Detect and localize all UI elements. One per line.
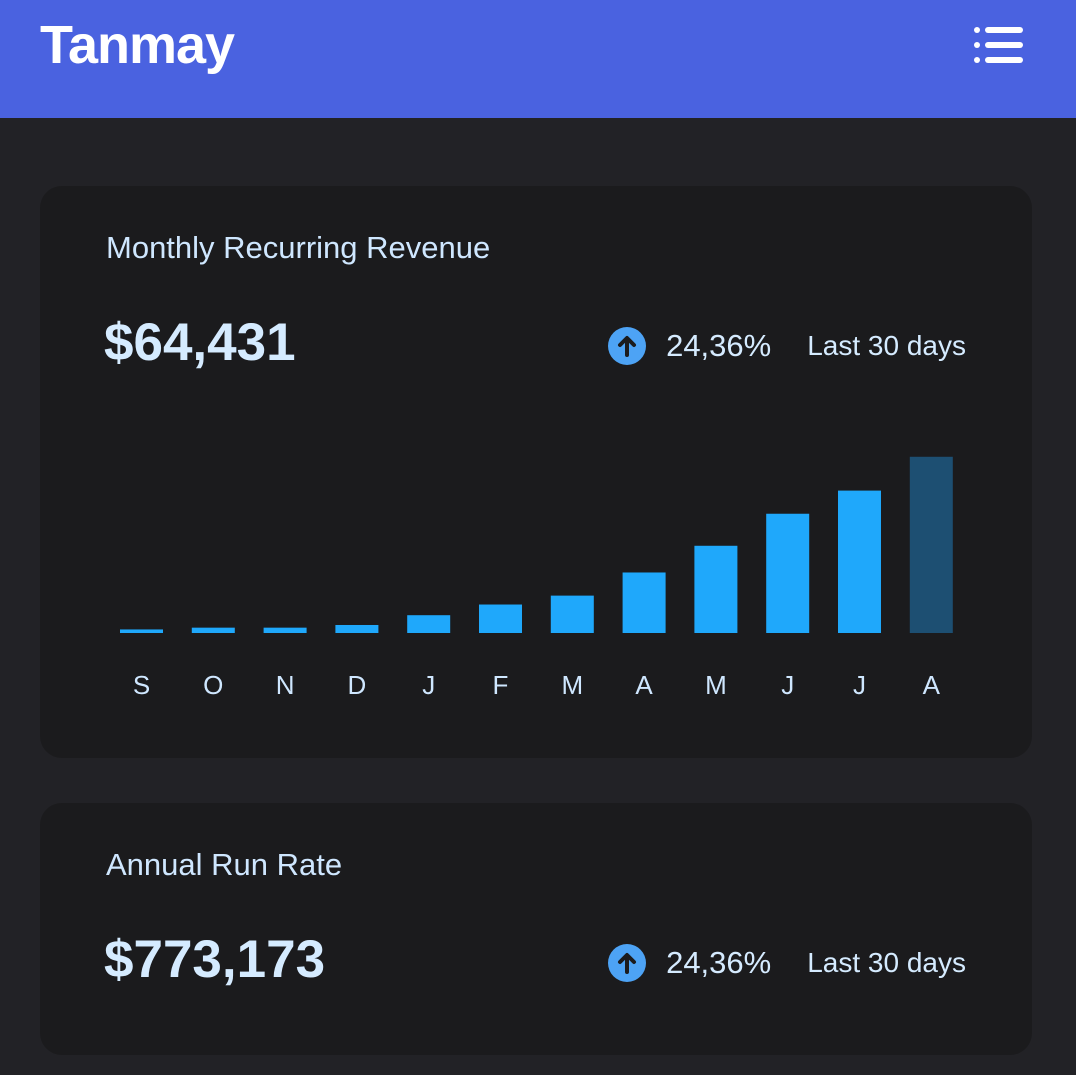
- chart-xtick-2: N: [276, 670, 295, 700]
- mrr-title: Monthly Recurring Revenue: [106, 230, 491, 265]
- chart-xtick-5: F: [493, 670, 509, 700]
- list-menu-icon: [974, 27, 1023, 63]
- arr-change: 24,36%: [666, 945, 772, 980]
- chart-bar-6: [550, 595, 594, 633]
- chart-xtick-10: J: [853, 670, 866, 700]
- brand-title: Tanmay: [40, 15, 235, 75]
- chart-xtick-6: M: [561, 670, 583, 700]
- chart-bar-3: [335, 624, 379, 633]
- arr-title: Annual Run Rate: [106, 847, 343, 882]
- arrow-up-circle-icon: [608, 327, 647, 365]
- chart-bar-5: [479, 604, 522, 633]
- chart-bar-0: [120, 629, 163, 633]
- arr-period: Last 30 days: [807, 947, 966, 978]
- arr-card: Annual Run Rate $773,173 24,36% Last 30 …: [40, 803, 1032, 1055]
- chart-xtick-3: D: [348, 670, 367, 700]
- mrr-trend: 24,36% Last 30 days: [608, 326, 966, 366]
- chart-xtick-8: M: [705, 670, 727, 700]
- chart-bar-9: [766, 513, 810, 633]
- arrow-up-circle-icon: [608, 944, 647, 982]
- mrr-change: 24,36%: [666, 328, 772, 363]
- chart-xtick-1: O: [203, 670, 223, 700]
- chart-bar-4: [407, 615, 451, 633]
- chart-xtick-4: J: [422, 670, 435, 700]
- chart-bar-2: [263, 627, 307, 633]
- mrr-card: Monthly Recurring Revenue $64,431 24,36%…: [40, 186, 1032, 758]
- chart-bar-10: [838, 490, 881, 633]
- arr-trend: 24,36% Last 30 days: [608, 943, 966, 983]
- chart-xtick-9: J: [781, 670, 794, 700]
- chart-bar-1: [191, 627, 235, 633]
- arr-value: $773,173: [104, 930, 326, 989]
- menu-button[interactable]: [972, 24, 1026, 66]
- chart-bar-8: [694, 545, 738, 633]
- mrr-period: Last 30 days: [807, 330, 966, 361]
- mrr-value: $64,431: [104, 313, 296, 372]
- chart-bar-11: [909, 456, 953, 633]
- chart-xtick-7: A: [635, 670, 653, 700]
- chart-bar-7: [622, 572, 666, 633]
- chart-xtick-0: S: [133, 670, 150, 700]
- chart-xtick-11: A: [923, 670, 941, 700]
- app-header: Tanmay: [0, 0, 1076, 118]
